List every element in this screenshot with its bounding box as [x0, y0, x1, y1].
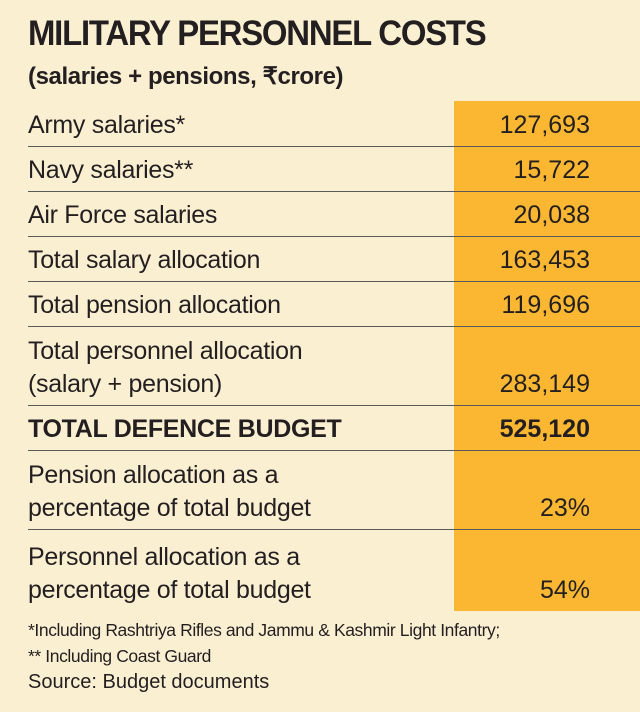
row-label: Navy salaries**: [28, 154, 448, 187]
row-label: Pension allocation as a percentage of tot…: [28, 459, 448, 525]
chart-subtitle: (salaries + pensions, ₹crore): [28, 63, 344, 90]
row-label: Air Force salaries: [28, 199, 448, 232]
row-label-line: (salary + pension): [28, 370, 223, 398]
table-row: Total personnel allocation (salary + pens…: [28, 327, 640, 406]
row-label-line: Total personnel allocation: [28, 337, 303, 365]
row-label-line: Total pension allocation: [28, 291, 281, 319]
value-column-highlight: [454, 101, 640, 611]
row-label-line: TOTAL DEFENCE BUDGET: [28, 415, 342, 443]
row-label: TOTAL DEFENCE BUDGET: [28, 413, 448, 446]
source-note: Source: Budget documents: [28, 671, 270, 693]
table-row: Air Force salaries 20,038: [28, 192, 640, 237]
row-label: Army salaries*: [28, 109, 448, 142]
row-value: 283,149: [499, 370, 590, 398]
row-label: Personnel allocation as a percentage of t…: [28, 541, 448, 607]
row-label-line: Total salary allocation: [28, 246, 261, 274]
row-value: 15,722: [513, 156, 590, 184]
row-label-line: percentage of total budget: [28, 576, 311, 604]
row-value: 54%: [539, 576, 590, 604]
personnel-costs-table: Army salaries* 127,693 Navy salaries** 15,7…: [28, 101, 640, 611]
row-label-line: percentage of total budget: [28, 494, 311, 522]
chart-title: MILITARY PERSONNEL COSTS: [28, 14, 487, 53]
table-row: Total pension allocation 119,696: [28, 282, 640, 327]
row-value: 163,453: [499, 246, 590, 274]
row-label-line: Air Force salaries: [28, 201, 218, 229]
table-row: Navy salaries** 15,722: [28, 147, 640, 192]
row-value: 525,120: [499, 415, 590, 443]
row-value: 23%: [539, 494, 590, 522]
row-value: 127,693: [499, 111, 590, 139]
table-row: TOTAL DEFENCE BUDGET 525,120: [28, 406, 640, 451]
row-label-line: Army salaries*: [28, 111, 185, 139]
footnotes: *Including Rashtriya Rifles and Jammu & …: [28, 617, 500, 695]
row-value: 20,038: [513, 201, 590, 229]
footnote-rashtriya-rifles: *Including Rashtriya Rifles and Jammu & …: [28, 620, 500, 640]
row-label-line: Personnel allocation as a: [28, 543, 300, 571]
footnote-coast-guard: ** Including Coast Guard: [28, 646, 212, 666]
row-label: Total personnel allocation (salary + pens…: [28, 335, 448, 401]
row-label-line: Navy salaries**: [28, 156, 194, 184]
row-label-line: Pension allocation as a: [28, 461, 279, 489]
table-row: Army salaries* 127,693: [28, 101, 640, 147]
row-label: Total salary allocation: [28, 244, 448, 277]
row-value: 119,696: [501, 291, 590, 319]
row-label: Total pension allocation: [28, 289, 448, 322]
table-row: Total salary allocation 163,453: [28, 237, 640, 282]
table-row: Personnel allocation as a percentage of t…: [28, 530, 640, 611]
table-row: Pension allocation as a percentage of tot…: [28, 451, 640, 530]
